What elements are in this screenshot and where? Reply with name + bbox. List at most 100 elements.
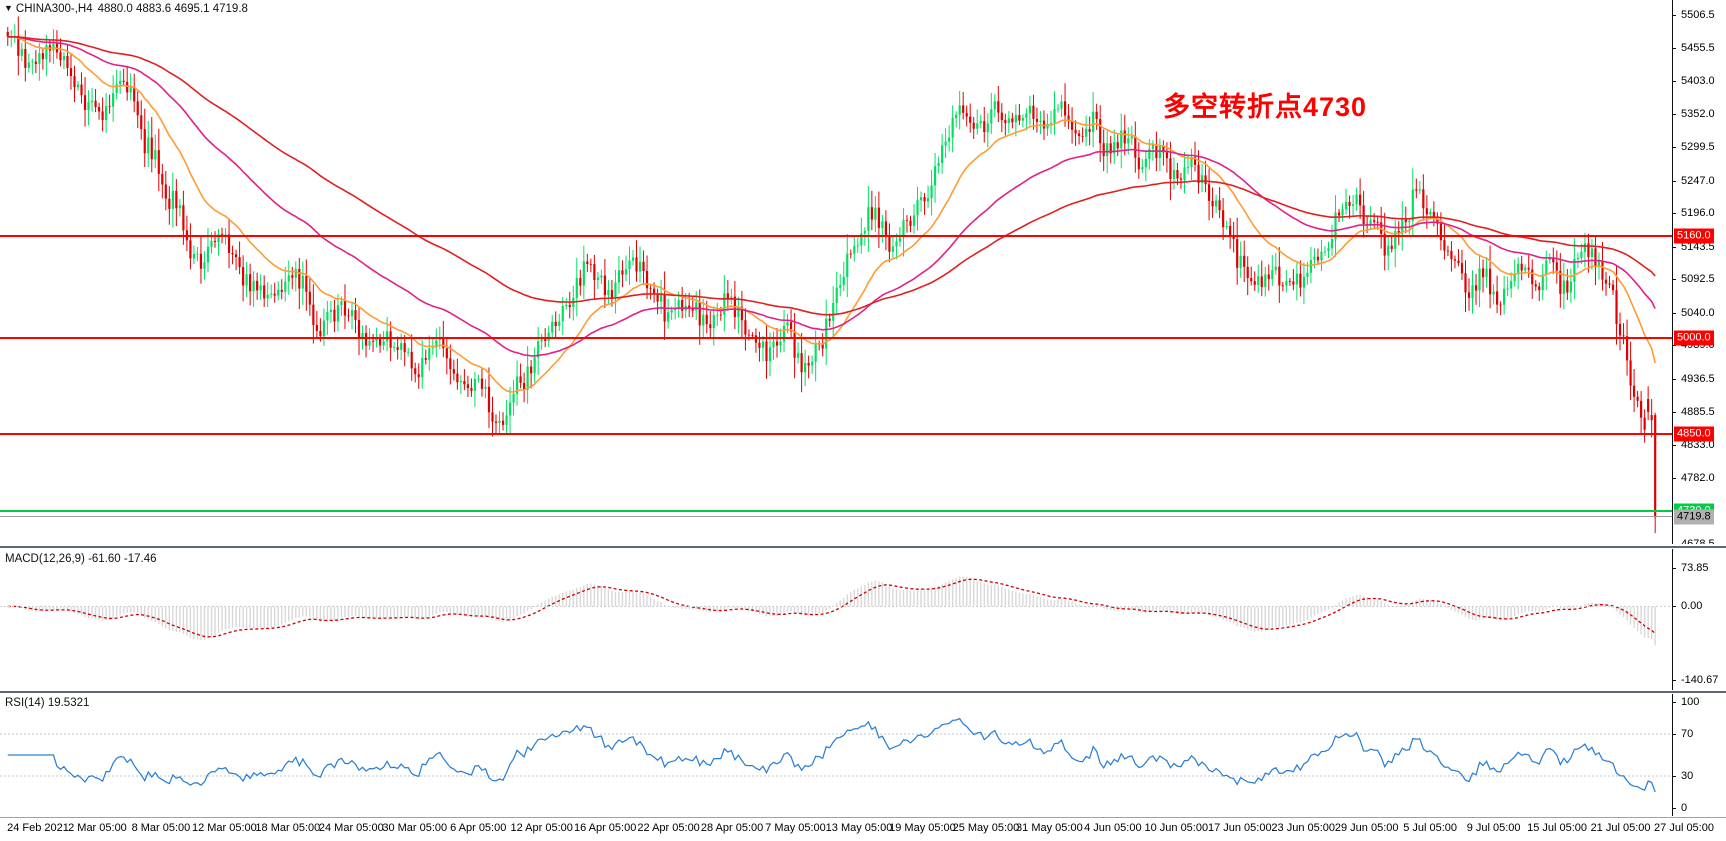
macd-series [0,576,1672,646]
symbol-name: CHINA300-,H4 [15,3,93,15]
time-tick-label: 23 Jun 05:00 [1271,822,1336,834]
rsi-tick-label: 30 [1681,770,1694,783]
rsi-axis[interactable]: 100 70 30 0 [1672,694,1726,816]
price-tick-mark [1672,15,1676,16]
macd-pane[interactable]: 73.85 0.00 -140.67 MACD(12,26,9) -61.60 -1… [0,549,1726,690]
macd-plot-area[interactable] [0,549,1672,690]
pane-divider-macd-rsi[interactable] [0,691,1726,693]
time-tick-label: 21 Jul 05:00 [1590,822,1651,834]
price-axis[interactable]: 5506.5 5455.5 5403.0 5352.0 5299.5 5247.0 5196… [1672,0,1726,544]
rsi-plot-area[interactable] [0,694,1672,816]
time-tick-label: 16 Apr 05:00 [573,822,637,834]
time-tick-label: 12 Mar 05:00 [191,822,257,834]
rsi-tick-label: 0 [1681,801,1688,814]
macd-axis-line [1672,549,1673,690]
pane-divider-price-macd[interactable] [0,546,1726,548]
time-tick-label: 12 Apr 05:00 [510,822,573,834]
price-tick-mark [1672,378,1676,380]
time-tick-label: 4 Jun 05:00 [1084,822,1142,834]
price-tick-label: 5092.5 [1681,273,1715,286]
price-tick-label: 5455.5 [1681,41,1715,54]
price-level-badge[interactable]: 5160.0 [1674,228,1714,244]
time-tick-label: 9 Jul 05:00 [1466,822,1521,834]
price-tick-mark [1672,147,1676,149]
price-pane[interactable]: 5506.5 5455.5 5403.0 5352.0 5299.5 5247.0 5196… [0,0,1726,544]
price-tick-label: 5247.0 [1681,174,1715,187]
price-tick-mark [1672,246,1676,248]
price-tick-label: 4678.5 [1681,537,1715,544]
rsi-tick-mark [1672,807,1676,809]
price-tick-mark [1672,411,1676,413]
time-tick-label: 31 May 05:00 [1016,822,1083,834]
candlestick-series [6,16,1657,534]
price-tick-label: 4936.5 [1681,372,1715,385]
time-axis[interactable]: 24 Feb 2021 2 Mar 05:00 8 Mar 05:00 12 Mar … [0,819,1726,841]
rsi-tick-label: 70 [1681,727,1694,740]
time-tick-label: 24 Mar 05:00 [318,822,384,834]
rsi-tick-mark [1672,702,1676,704]
rsi-axis-line [1672,694,1673,816]
price-tick-label: 5196.0 [1681,207,1715,220]
price-tick-label: 4885.5 [1681,405,1715,418]
macd-signal-line [7,578,1656,638]
time-tick-label: 7 May 05:00 [765,822,826,834]
price-level-badge[interactable]: 5000.0 [1674,330,1714,346]
symbol-legend: ▼ CHINA300-,H4 4880.0 4883.6 4695.1 4719.8 [4,3,248,15]
price-tick-mark [1672,477,1676,479]
rsi-tick-mark [1672,776,1676,778]
price-level-badge[interactable]: 4850.0 [1674,426,1714,442]
price-level-line[interactable] [0,433,1672,436]
price-tick-mark [1672,345,1676,347]
price-tick-label: 5403.0 [1681,75,1715,88]
price-level-line[interactable] [0,509,1672,512]
time-tick-label: 5 Jul 05:00 [1403,822,1458,834]
macd-legend: MACD(12,26,9) -61.60 -17.46 [5,553,157,565]
price-level-line[interactable] [0,235,1672,238]
price-level-line[interactable] [0,516,1672,518]
rsi-tick-label: 100 [1681,696,1700,709]
price-tick-mark [1672,113,1676,115]
price-tick-label: 5299.5 [1681,141,1715,154]
macd-legend-label: MACD(12,26,9) -61.60 -17.46 [5,553,157,565]
rsi-legend: RSI(14) 19.5321 [5,697,89,709]
rsi-legend-label: RSI(14) 19.5321 [5,697,90,709]
symbol-ohlc: 4880.0 4883.6 4695.1 4719.8 [97,3,248,15]
macd-tick-mark [1672,679,1676,681]
macd-axis[interactable]: 73.85 0.00 -140.67 [1672,549,1726,690]
rsi-tick-mark [1672,733,1676,735]
time-tick-label: 6 Apr 05:00 [450,822,507,834]
price-axis-line [1672,0,1673,544]
macd-tick-mark [1672,567,1676,569]
time-tick-label: 15 Jul 05:00 [1527,822,1588,834]
rsi-line [7,717,1656,793]
price-tick-mark [1672,445,1676,447]
price-tick-label: 4782.0 [1681,471,1715,484]
price-plot-area[interactable] [0,0,1672,544]
time-tick-label: 17 Jun 05:00 [1207,822,1272,834]
time-tick-label: 19 May 05:00 [889,822,956,834]
price-level-line[interactable] [0,337,1672,340]
caret-down-icon[interactable]: ▼ [4,3,13,13]
time-tick-label: 25 May 05:00 [952,822,1020,834]
price-tick-mark [1672,312,1676,314]
price-tick-mark [1672,279,1676,281]
annotation-label: 多空转折点4730 [1163,92,1368,122]
macd-tick-mark [1672,606,1676,608]
price-tick-mark [1672,213,1676,215]
time-tick-label: 24 Feb 2021 [7,822,69,834]
price-tick-label: 5143.5 [1681,240,1715,253]
macd-tick-label: 0.00 [1681,600,1703,613]
time-tick-label: 18 Mar 05:00 [255,822,321,834]
time-tick-label: 30 Mar 05:00 [382,822,448,834]
rsi-series [0,717,1672,793]
price-level-badge[interactable]: 4719.8 [1674,509,1714,525]
time-tick-label: 2 Mar 05:00 [68,822,127,834]
price-tick-label: 5040.0 [1681,306,1715,319]
time-tick-label: 13 May 05:00 [825,822,893,834]
time-tick-label: 27 Jul 05:00 [1654,822,1714,834]
time-tick-label: 10 Jun 05:00 [1144,822,1209,834]
time-tick-label: 8 Mar 05:00 [131,822,191,834]
ma-mid-line [7,35,1656,357]
rsi-pane[interactable]: 100 70 30 0 RSI(14) 19.5321 [0,694,1726,816]
